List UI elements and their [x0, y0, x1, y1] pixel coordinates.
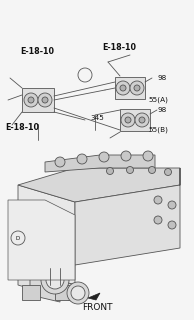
- Text: 345: 345: [90, 115, 104, 121]
- Circle shape: [139, 117, 145, 123]
- Circle shape: [121, 151, 131, 161]
- Text: D: D: [16, 236, 20, 241]
- Circle shape: [23, 230, 33, 240]
- Text: E-18-10: E-18-10: [20, 47, 54, 57]
- Circle shape: [120, 85, 126, 91]
- Circle shape: [107, 167, 113, 174]
- Polygon shape: [18, 185, 75, 285]
- Circle shape: [116, 81, 130, 95]
- Circle shape: [38, 93, 52, 107]
- Polygon shape: [55, 285, 70, 300]
- Circle shape: [165, 169, 171, 175]
- Circle shape: [67, 282, 89, 304]
- Circle shape: [168, 201, 176, 209]
- Circle shape: [46, 271, 64, 289]
- Polygon shape: [88, 293, 100, 300]
- Circle shape: [55, 157, 65, 167]
- Text: E-18-10: E-18-10: [5, 124, 39, 132]
- Circle shape: [28, 97, 34, 103]
- Circle shape: [134, 85, 140, 91]
- Circle shape: [41, 266, 69, 294]
- Circle shape: [148, 166, 156, 173]
- Circle shape: [135, 113, 149, 127]
- Text: 55(A): 55(A): [148, 97, 168, 103]
- Polygon shape: [115, 77, 145, 99]
- Polygon shape: [120, 109, 150, 131]
- Polygon shape: [45, 155, 155, 172]
- Polygon shape: [18, 168, 180, 202]
- Polygon shape: [30, 268, 60, 302]
- Circle shape: [130, 81, 144, 95]
- Circle shape: [125, 117, 131, 123]
- Circle shape: [23, 260, 33, 270]
- Circle shape: [154, 216, 162, 224]
- Polygon shape: [8, 200, 75, 280]
- Circle shape: [143, 151, 153, 161]
- Text: 98: 98: [157, 107, 166, 113]
- Polygon shape: [22, 285, 40, 300]
- Circle shape: [99, 152, 109, 162]
- Circle shape: [154, 196, 162, 204]
- Circle shape: [121, 113, 135, 127]
- Circle shape: [126, 166, 133, 173]
- Circle shape: [24, 93, 38, 107]
- Polygon shape: [18, 268, 75, 302]
- Polygon shape: [8, 240, 18, 268]
- Polygon shape: [75, 168, 180, 265]
- Polygon shape: [22, 88, 54, 112]
- Circle shape: [77, 154, 87, 164]
- Circle shape: [23, 215, 33, 225]
- Circle shape: [168, 221, 176, 229]
- Text: FRONT: FRONT: [82, 303, 112, 313]
- Circle shape: [71, 286, 85, 300]
- Circle shape: [23, 245, 33, 255]
- Text: 55(B): 55(B): [148, 127, 168, 133]
- Text: E-18-10: E-18-10: [102, 44, 136, 52]
- Circle shape: [42, 97, 48, 103]
- Text: 98: 98: [157, 75, 166, 81]
